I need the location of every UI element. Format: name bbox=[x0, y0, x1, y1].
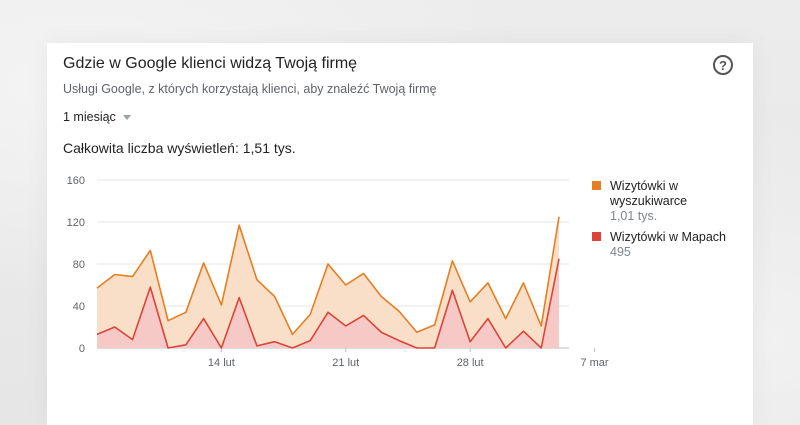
legend-value-search: 1,01 tys. bbox=[610, 209, 658, 223]
period-dropdown[interactable]: 1 miesiąc bbox=[63, 110, 131, 124]
series-area-1 bbox=[97, 258, 559, 348]
x-tick-label: 21 lut bbox=[332, 357, 359, 369]
legend-name-maps: Wizytówki w Mapach bbox=[610, 230, 726, 244]
views-chart: 0 40 80 120 160 14 lut 21 lut 28 lut 7 mar bbox=[67, 175, 609, 369]
help-icon[interactable]: ? bbox=[713, 55, 733, 75]
performance-card: Gdzie w Google klienci widzą Twoją firmę… bbox=[47, 43, 753, 425]
card-title: Gdzie w Google klienci widzą Twoją firmę bbox=[63, 55, 358, 72]
total-views: Całkowita liczba wyświetleń: 1,51 tys. bbox=[63, 140, 296, 156]
legend-item-maps: Wizytówki w Mapach 495 bbox=[592, 230, 752, 260]
y-tick-label: 160 bbox=[67, 175, 85, 187]
y-tick-label: 40 bbox=[73, 301, 85, 313]
caret-down-icon bbox=[122, 115, 131, 120]
legend-item-search: Wizytówki w wyszukiwarce 1,01 tys. bbox=[592, 179, 752, 224]
y-tick-label: 120 bbox=[67, 217, 85, 229]
chart-legend: Wizytówki w wyszukiwarce 1,01 tys. Wizyt… bbox=[592, 179, 752, 266]
y-tick-label: 80 bbox=[73, 259, 85, 271]
legend-swatch-maps bbox=[592, 232, 601, 241]
series-line-0 bbox=[96, 216, 560, 336]
x-tick-label: 28 lut bbox=[457, 357, 484, 369]
x-tick-label: 7 mar bbox=[580, 357, 608, 369]
series-line-1 bbox=[96, 258, 560, 349]
legend-value-maps: 495 bbox=[610, 245, 631, 259]
y-tick-label: 0 bbox=[79, 343, 85, 355]
period-label: 1 miesiąc bbox=[63, 110, 116, 124]
series-area-0 bbox=[97, 216, 559, 348]
legend-name-search: Wizytówki w wyszukiwarce bbox=[610, 179, 688, 208]
x-tick-label: 14 lut bbox=[208, 357, 235, 369]
card-subtitle: Usługi Google, z których korzystają klie… bbox=[63, 82, 437, 96]
legend-swatch-search bbox=[592, 181, 601, 190]
